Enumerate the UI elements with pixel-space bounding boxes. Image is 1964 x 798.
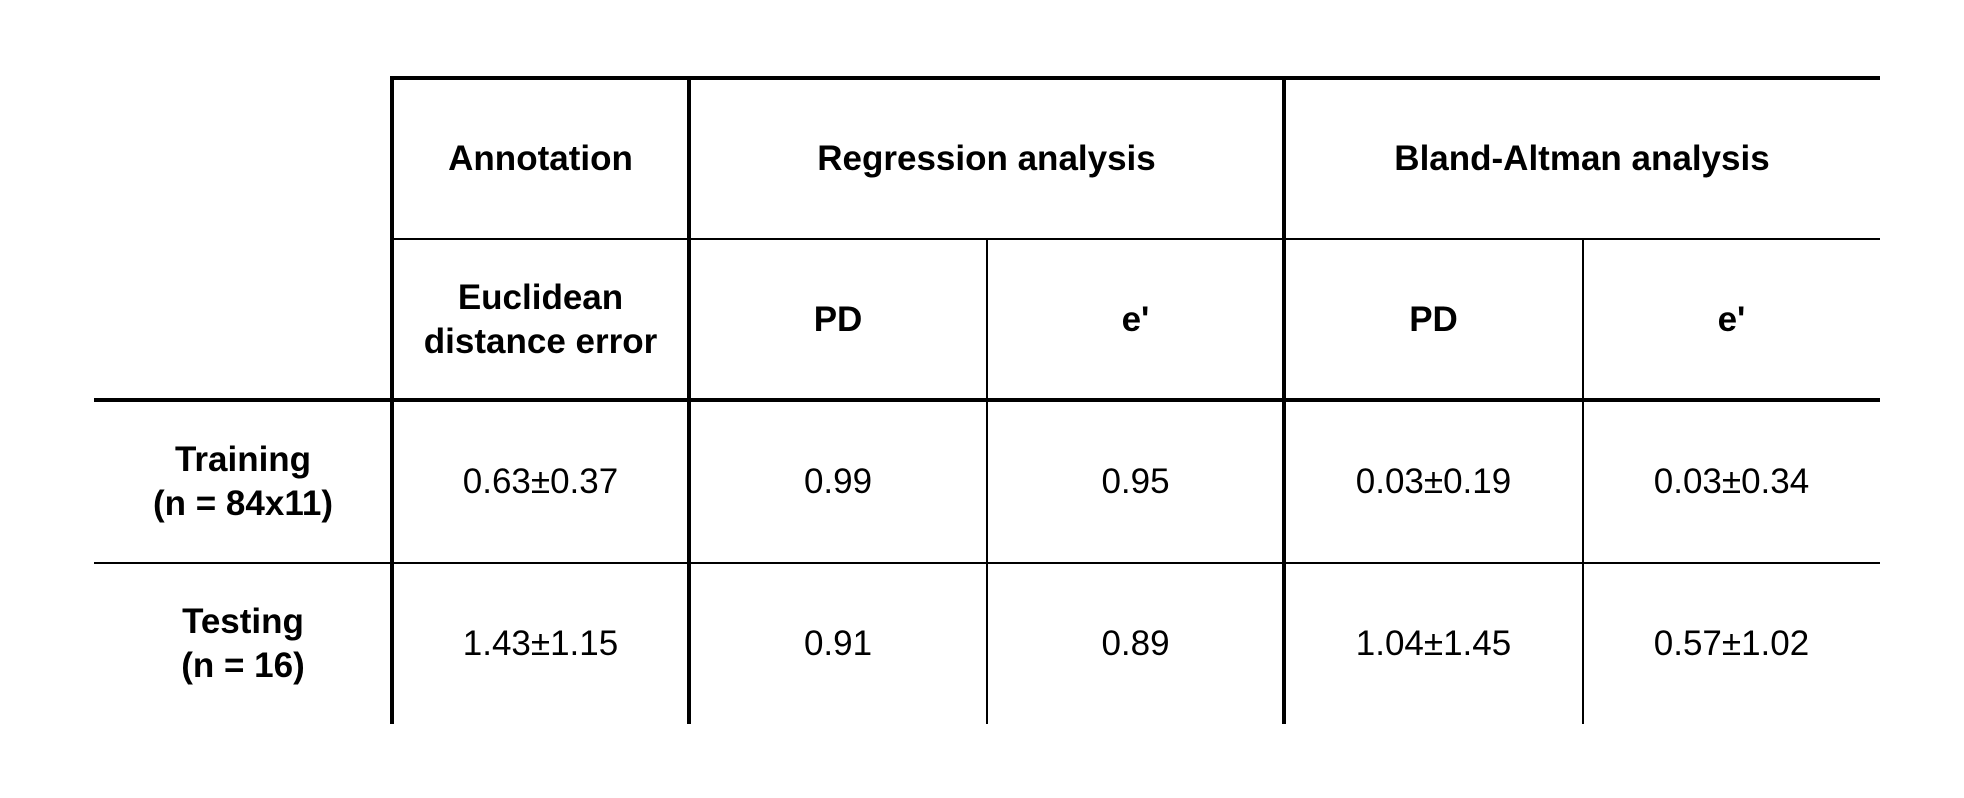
text-line: (n = 16) (181, 645, 305, 685)
subheader-cell: Euclidean distance error (392, 239, 689, 400)
text-line: Regression analysis (817, 138, 1156, 178)
data-cell: 0.03±0.34 (1583, 400, 1880, 563)
text-line: 0.03±0.34 (1653, 461, 1810, 501)
text-line: Euclidean (457, 277, 624, 317)
data-cell: 0.99 (689, 400, 987, 563)
data-cell: 0.57±1.02 (1583, 563, 1880, 724)
subheader-cell: PD (689, 239, 987, 400)
text-line: 0.89 (1101, 623, 1170, 663)
text-line: 0.99 (803, 461, 873, 501)
data-cell: 1.43±1.15 (392, 563, 689, 724)
text-line: PD (813, 299, 863, 339)
text-line: 0.57±1.02 (1653, 623, 1810, 663)
subheader-cell: PD (1284, 239, 1583, 400)
text-line: Annotation (448, 138, 633, 178)
data-cell: 0.89 (987, 563, 1284, 724)
text-line: 0.03±0.19 (1355, 461, 1512, 501)
text-line: 0.95 (1101, 461, 1170, 501)
header-cell: Bland-Altman analysis (1284, 78, 1880, 239)
data-cell: 1.04±1.45 (1284, 563, 1583, 724)
data-cell: 0.91 (689, 563, 987, 724)
text-line: Testing (182, 601, 304, 641)
subheader-cell: e' (1583, 239, 1880, 400)
text-line: 0.63±0.37 (462, 461, 619, 501)
text-line: Training (174, 439, 312, 479)
text-line: 1.43±1.15 (462, 623, 619, 663)
row-label: Testing (n = 16) (94, 563, 392, 724)
text-line: (n = 84x11) (153, 483, 333, 523)
data-cell: 0.03±0.19 (1284, 400, 1583, 563)
header-cell: Annotation (392, 78, 689, 239)
text-line: e' (1121, 299, 1150, 339)
data-cell: 0.63±0.37 (392, 400, 689, 563)
subheader-cell: e' (987, 239, 1284, 400)
header-cell: Regression analysis (689, 78, 1284, 239)
data-cell: 0.95 (987, 400, 1284, 563)
text-line: 1.04±1.45 (1355, 623, 1512, 663)
row-label: Training (n = 84x11) (94, 400, 392, 563)
text-line: e' (1717, 299, 1746, 339)
text-line: distance error (423, 321, 658, 361)
text-line: PD (1409, 299, 1458, 339)
text-line: 0.91 (803, 623, 873, 663)
text-line: Bland-Altman analysis (1394, 138, 1770, 178)
